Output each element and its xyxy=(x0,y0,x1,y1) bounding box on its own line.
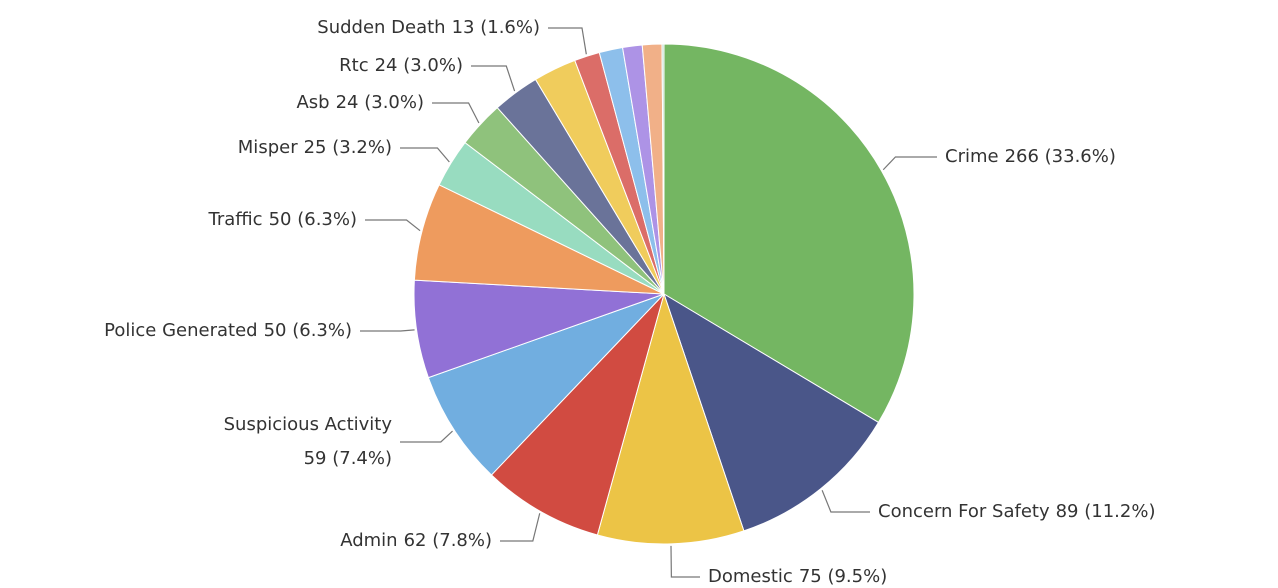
slice-label: Suspicious Activity xyxy=(224,414,393,435)
slice-label: Admin 62 (7.8%) xyxy=(340,530,492,551)
slice-value-label: 89 (11.2%) xyxy=(1056,501,1156,522)
slice-value-label: 62 (7.8%) xyxy=(404,530,492,551)
leader-line xyxy=(432,102,480,124)
leader-line xyxy=(670,545,700,578)
slice-value-label: 25 (3.2%) xyxy=(304,137,392,158)
slice-value-label: 13 (1.6%) xyxy=(452,17,540,38)
slice-label: Rtc 24 (3.0%) xyxy=(339,55,463,76)
leader-line xyxy=(882,156,937,171)
leader-line xyxy=(821,489,870,513)
slice-category: Crime xyxy=(945,146,999,167)
pie-slice xyxy=(596,292,745,545)
slice-value-label: 24 (3.0%) xyxy=(375,55,463,76)
slice-label: Crime 266 (33.6%) xyxy=(945,146,1116,167)
slice-category: Traffic xyxy=(208,209,263,230)
pie-slice xyxy=(490,293,665,536)
pie-slice xyxy=(661,43,665,295)
slice-category: Misper xyxy=(238,137,298,158)
slice-category: Concern For Safety xyxy=(878,501,1050,522)
slice-label: Sudden Death 13 (1.6%) xyxy=(317,17,540,38)
slice-category: Asb xyxy=(296,92,329,113)
slice-value-label: 50 (6.3%) xyxy=(264,320,352,341)
pie-slice xyxy=(663,43,915,424)
leader-line xyxy=(471,65,516,92)
slice-value-label: 75 (9.5%) xyxy=(799,566,887,587)
slice-value-label: 50 (6.3%) xyxy=(269,209,357,230)
slice-value-label: 24 (3.0%) xyxy=(336,92,424,113)
pie-slice xyxy=(427,293,665,476)
slice-category: Admin xyxy=(340,530,397,551)
slice-category: Police Generated xyxy=(104,320,257,341)
leader-line xyxy=(500,513,541,542)
slice-category: Sudden Death xyxy=(317,17,445,38)
leader-line xyxy=(400,147,450,163)
slice-label: Asb 24 (3.0%) xyxy=(296,92,424,113)
slice-value-label: 266 (33.6%) xyxy=(1005,146,1116,167)
slice-value-label: 59 (7.4%) xyxy=(304,448,392,469)
leader-line xyxy=(360,329,415,332)
slice-label: Misper 25 (3.2%) xyxy=(238,137,392,158)
slice-label: Police Generated 50 (6.3%) xyxy=(104,320,352,341)
slice-label: Concern For Safety 89 (11.2%) xyxy=(878,501,1155,522)
slice-label: Domestic 75 (9.5%) xyxy=(708,566,887,587)
slice-label: Traffic 50 (6.3%) xyxy=(208,209,358,230)
leader-line xyxy=(548,27,587,55)
pie-slice xyxy=(663,292,880,532)
slice-category: Rtc xyxy=(339,55,368,76)
leader-line xyxy=(365,219,421,232)
leader-line xyxy=(400,430,453,443)
slice-category: Domestic xyxy=(708,566,793,587)
